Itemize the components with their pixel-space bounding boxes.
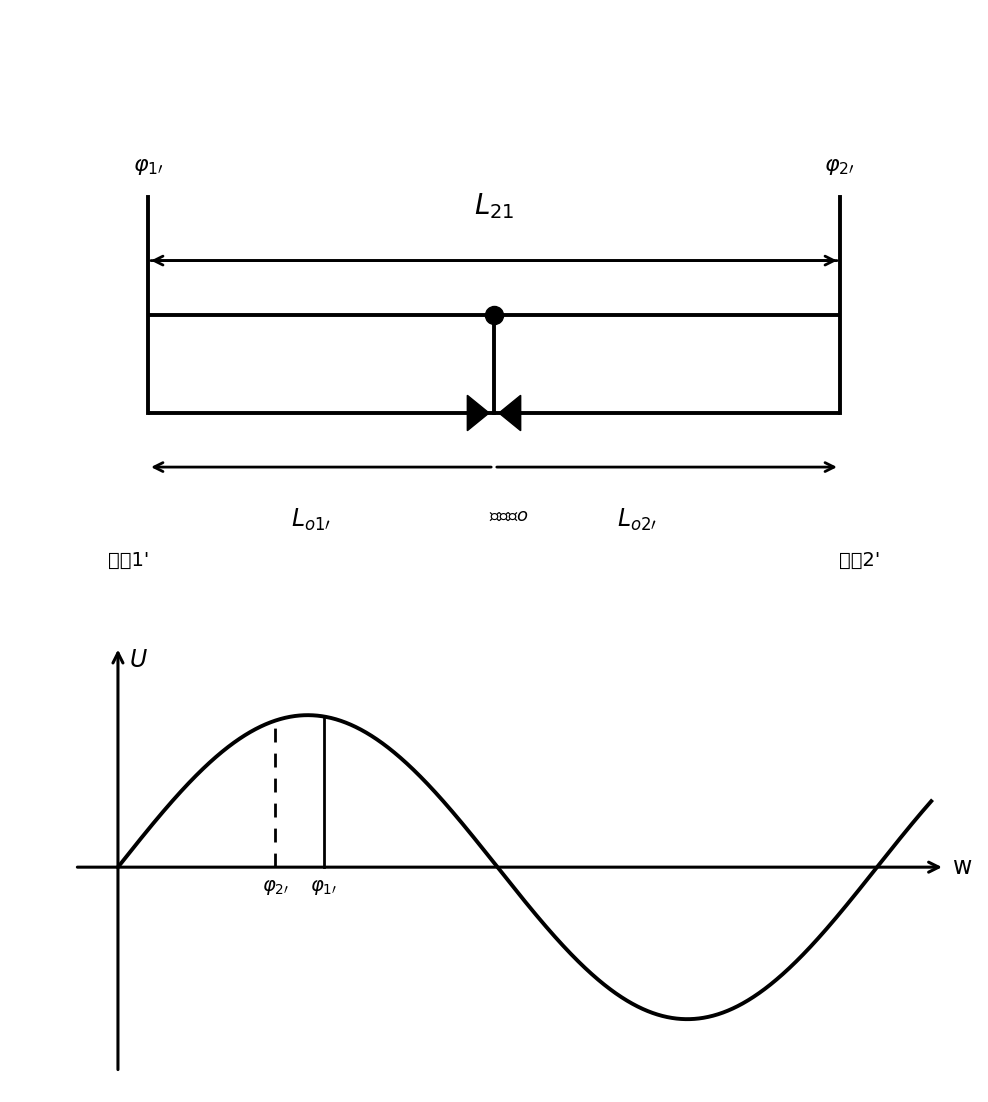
Text: $L_{o1\prime}$: $L_{o1\prime}$ [291,507,331,532]
Text: $\varphi_{1\prime}$: $\varphi_{1\prime}$ [132,156,164,177]
Text: $L_{21}$: $L_{21}$ [474,192,514,222]
Text: 位置2': 位置2' [839,551,880,570]
Text: 位置1': 位置1' [108,551,149,570]
Polygon shape [467,396,489,431]
Polygon shape [499,396,521,431]
Text: w: w [953,855,972,879]
Text: $\varphi_{1\prime}$: $\varphi_{1\prime}$ [310,878,338,897]
Text: 雷击点$o$: 雷击点$o$ [489,507,529,525]
Text: $\varphi_{2\prime}$: $\varphi_{2\prime}$ [262,878,288,897]
Text: $\varphi_{2\prime}$: $\varphi_{2\prime}$ [824,156,856,177]
Text: $U$: $U$ [128,648,147,672]
Text: $L_{o2\prime}$: $L_{o2\prime}$ [618,507,657,532]
